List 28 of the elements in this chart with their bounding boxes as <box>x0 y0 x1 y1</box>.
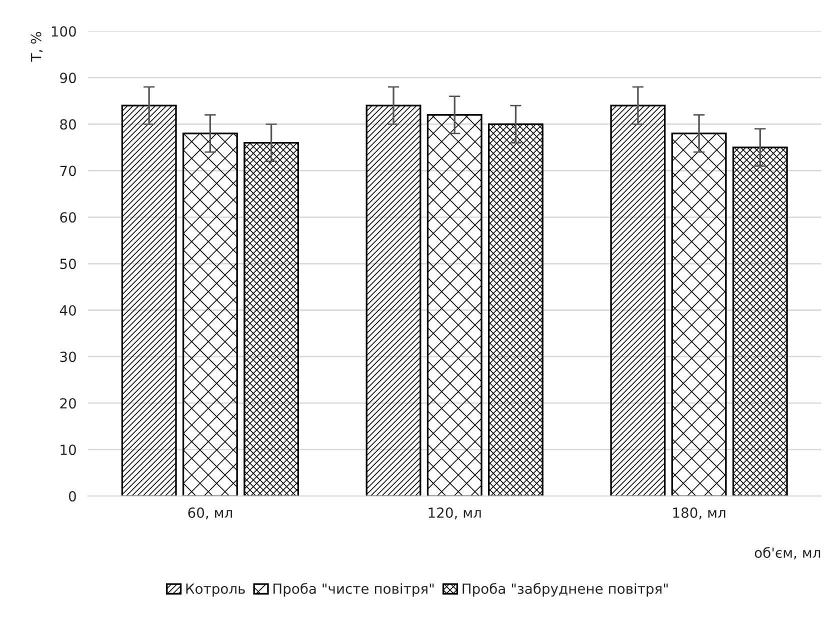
y-tick-label: 10 <box>60 444 76 456</box>
x-tick-label: 60, мл <box>188 507 232 520</box>
legend-label: Проба "забруднене повітря" <box>462 582 668 597</box>
y-tick-label: 50 <box>60 258 76 270</box>
x-tick-label: 120, мл <box>428 507 481 520</box>
bar <box>732 146 788 496</box>
bar <box>121 104 177 496</box>
y-tick-label: 80 <box>60 119 76 130</box>
y-tick-label: 40 <box>60 305 76 316</box>
bar <box>610 104 666 496</box>
y-tick-label: 60 <box>60 212 76 223</box>
bar <box>244 142 300 496</box>
bar <box>366 104 422 496</box>
bar <box>426 114 482 496</box>
y-tick-label: 30 <box>60 352 76 362</box>
y-tick-label: 0 <box>68 491 76 502</box>
legend-label: Проба "чисте повітря" <box>274 582 434 597</box>
y-tick-label: 70 <box>60 166 76 176</box>
y-axis-title: T, % <box>30 32 43 62</box>
y-tick-label: 20 <box>60 398 76 409</box>
x-axis-title: об'єм, мл <box>754 546 820 560</box>
y-tick-label: 100 <box>52 26 76 37</box>
bar <box>182 132 238 496</box>
bar <box>488 123 544 496</box>
legend-label: Котроль <box>186 584 245 597</box>
bar <box>671 132 727 496</box>
y-tick-label: 90 <box>60 72 76 84</box>
x-tick-label: 180, мл <box>673 507 726 520</box>
